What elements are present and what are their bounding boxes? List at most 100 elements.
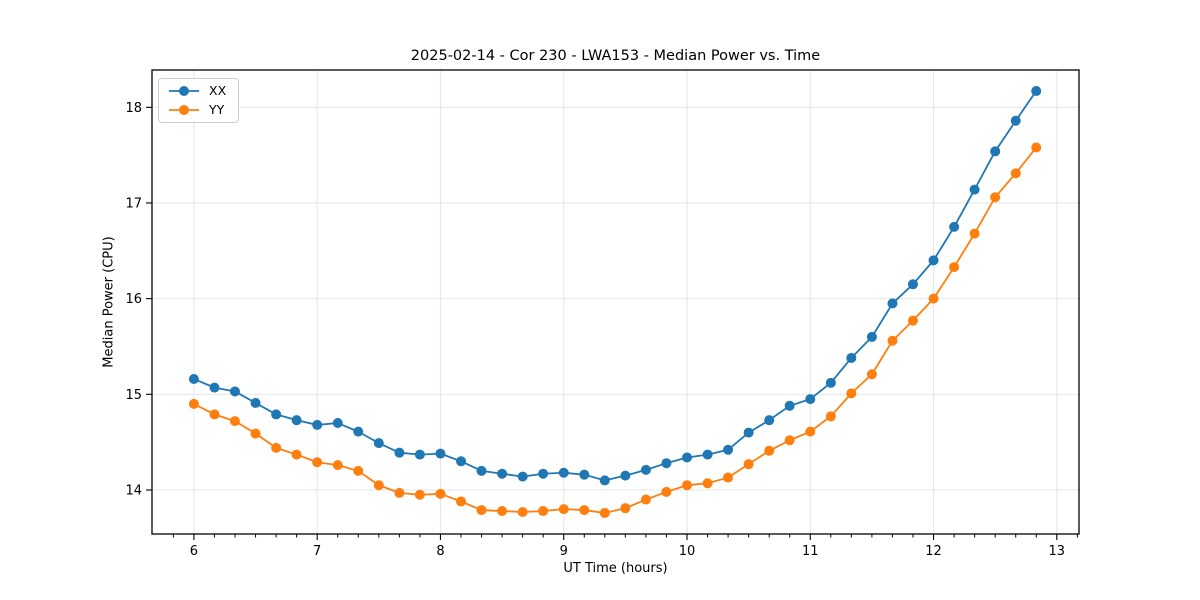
data-point-XX <box>538 468 549 479</box>
data-point-YY <box>312 457 323 468</box>
chart-title: 2025-02-14 - Cor 230 - LWA153 - Median P… <box>410 48 821 64</box>
data-point-YY <box>250 428 261 439</box>
data-point-YY <box>640 494 651 505</box>
x-tick-label: 6 <box>190 544 198 559</box>
data-point-YY <box>394 487 405 498</box>
data-point-XX <box>866 331 877 342</box>
data-point-XX <box>291 415 302 426</box>
legend-label-xx: XX <box>209 83 227 98</box>
data-point-XX <box>846 352 857 363</box>
data-point-XX <box>723 444 734 455</box>
data-point-YY <box>784 435 795 446</box>
data-point-YY <box>435 488 446 499</box>
data-point-XX <box>456 456 467 467</box>
data-point-XX <box>661 458 672 469</box>
data-point-YY <box>538 506 549 517</box>
data-point-XX <box>990 146 1001 157</box>
x-axis: 6 7 8 9 10 11 12 13 <box>172 534 1078 559</box>
data-point-XX <box>373 438 384 449</box>
x-tick-label: 11 <box>802 544 819 559</box>
data-point-YY <box>907 315 918 326</box>
data-point-YY <box>723 472 734 483</box>
data-point-YY <box>805 426 816 437</box>
data-point-YY <box>229 416 240 427</box>
legend-label-yy: YY <box>209 102 225 117</box>
y-tick-label: 17 <box>125 196 142 211</box>
x-axis-label: UT Time (hours) <box>563 561 668 576</box>
data-point-YY <box>846 388 857 399</box>
data-point-XX <box>435 448 446 459</box>
data-point-YY <box>825 411 836 422</box>
data-point-YY <box>497 506 508 517</box>
line-marker-icon <box>167 103 201 117</box>
data-point-YY <box>476 505 487 516</box>
data-point-YY <box>1010 168 1021 179</box>
data-point-XX <box>928 255 939 266</box>
data-point-YY <box>620 503 631 514</box>
data-point-XX <box>229 386 240 397</box>
data-point-YY <box>743 459 754 470</box>
x-tick-label: 10 <box>679 544 696 559</box>
data-point-YY <box>558 504 569 515</box>
data-point-XX <box>1031 86 1042 97</box>
data-point-YY <box>188 398 199 409</box>
plot-frame <box>151 69 1080 535</box>
data-point-XX <box>1010 115 1021 126</box>
y-axis: 14 15 16 17 18 <box>125 101 152 498</box>
data-point-YY <box>702 478 713 489</box>
data-point-YY <box>517 506 528 517</box>
series-YY <box>188 142 1042 518</box>
data-point-XX <box>825 377 836 388</box>
legend-entry-xx: XX <box>167 84 226 98</box>
data-point-XX <box>579 469 590 480</box>
legend-entry-yy: YY <box>167 103 226 117</box>
series-XX <box>188 86 1042 486</box>
x-tick-label: 8 <box>436 544 444 559</box>
data-point-YY <box>271 442 282 453</box>
data-point-YY <box>887 335 898 346</box>
grid <box>152 70 1079 534</box>
data-point-XX <box>702 449 713 460</box>
data-point-YY <box>599 507 610 518</box>
data-point-XX <box>394 447 405 458</box>
data-point-XX <box>620 470 631 481</box>
data-point-XX <box>764 415 775 426</box>
line-marker-icon <box>167 84 201 98</box>
data-point-XX <box>188 374 199 385</box>
data-point-YY <box>969 228 980 239</box>
data-point-YY <box>949 262 960 273</box>
data-point-YY <box>928 293 939 304</box>
data-point-XX <box>640 464 651 475</box>
data-point-XX <box>271 409 282 420</box>
x-tick-label: 7 <box>313 544 321 559</box>
x-tick-label: 12 <box>925 544 942 559</box>
data-point-YY <box>681 480 692 491</box>
x-tick-label: 13 <box>1049 544 1066 559</box>
y-tick-label: 18 <box>125 101 142 116</box>
data-point-XX <box>353 426 364 437</box>
data-point-XX <box>743 427 754 438</box>
data-point-YY <box>456 496 467 507</box>
data-point-XX <box>517 471 528 482</box>
data-point-YY <box>990 192 1001 203</box>
y-tick-label: 16 <box>125 292 142 307</box>
data-point-XX <box>497 468 508 479</box>
data-point-XX <box>805 394 816 405</box>
data-point-XX <box>250 397 261 408</box>
data-point-XX <box>558 467 569 478</box>
data-point-YY <box>373 480 384 491</box>
data-point-XX <box>332 418 343 429</box>
data-point-XX <box>312 419 323 430</box>
data-point-YY <box>332 460 343 471</box>
data-point-XX <box>907 279 918 290</box>
y-tick-label: 14 <box>125 483 142 498</box>
x-tick-label: 9 <box>560 544 568 559</box>
data-point-XX <box>476 465 487 476</box>
y-tick-label: 15 <box>125 388 142 403</box>
data-point-YY <box>866 369 877 380</box>
data-point-XX <box>599 475 610 486</box>
data-point-XX <box>969 184 980 195</box>
data-point-YY <box>353 465 364 476</box>
